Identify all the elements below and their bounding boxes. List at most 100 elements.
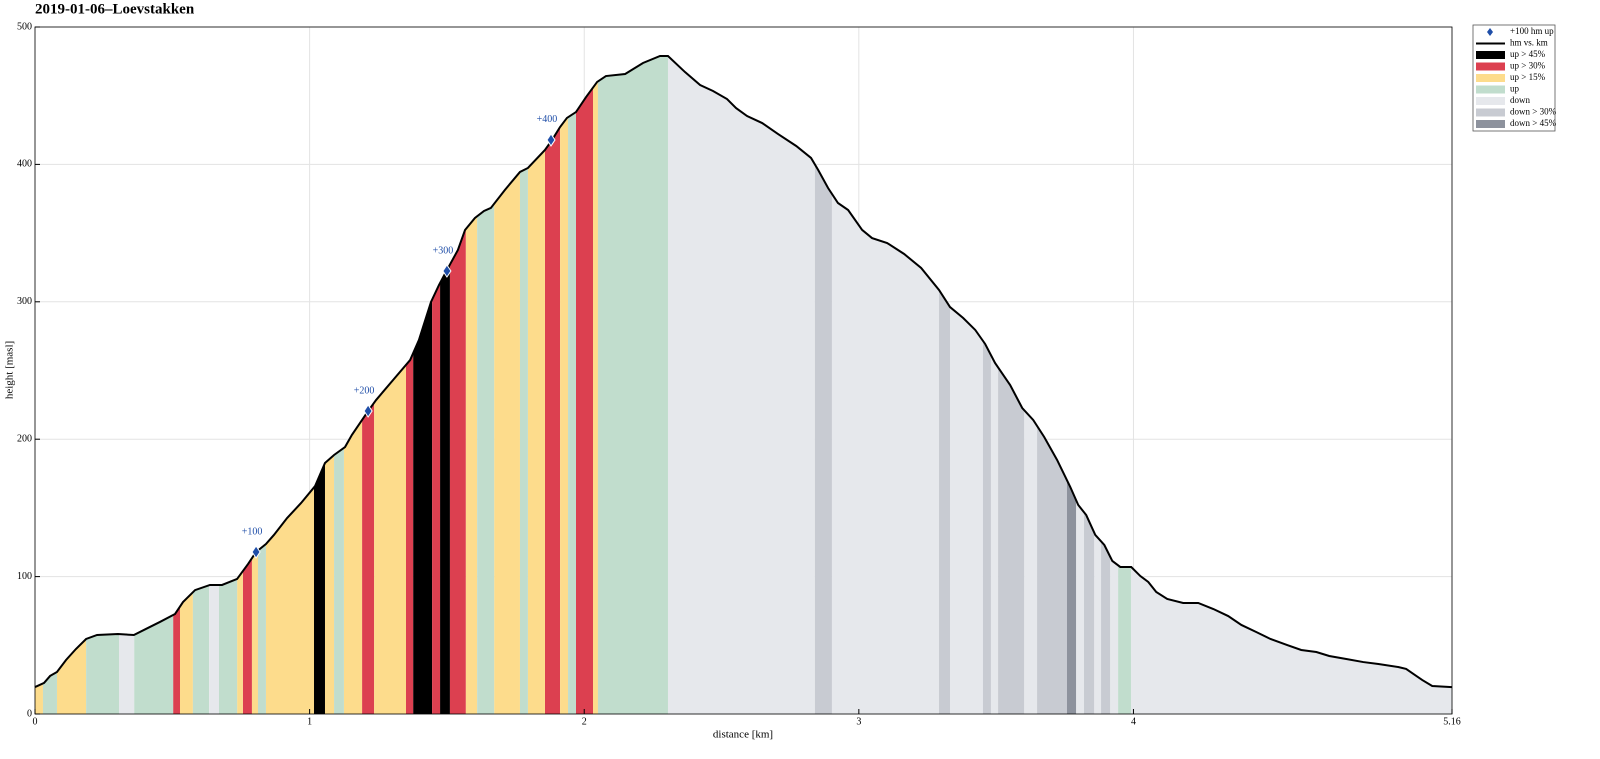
slope-band [465, 55, 478, 714]
legend-label: down > 30% [1510, 107, 1557, 117]
y-tick-label: 200 [17, 433, 32, 444]
plot-frame [34, 26, 1453, 715]
slope-band [597, 55, 668, 714]
slope-band [324, 55, 335, 714]
legend-label: up > 30% [1510, 61, 1546, 71]
legend-label: up > 15% [1510, 72, 1546, 82]
x-tick-label: 3 [856, 716, 861, 727]
legend-swatch [1476, 97, 1505, 105]
slope-band [179, 55, 193, 714]
y-tick-label: 100 [17, 571, 32, 582]
marker [363, 404, 373, 418]
x-tick-label: 2 [582, 716, 587, 727]
slope-band [237, 55, 243, 714]
slope-band [265, 55, 315, 714]
legend-swatch [1476, 62, 1505, 71]
slope-band [432, 55, 441, 714]
y-tick-label: 300 [17, 296, 32, 307]
legend-label: down [1510, 95, 1530, 105]
slope-band [209, 55, 219, 714]
slope-band [334, 55, 344, 714]
y-axis-label: height [masl] [4, 341, 16, 399]
marker [251, 545, 261, 559]
legend-label: up [1510, 84, 1520, 94]
slope-band [1101, 55, 1111, 714]
slope-band [314, 55, 325, 714]
x-tick-label: 1 [307, 716, 312, 727]
legend-marker [1487, 28, 1493, 36]
marker-label: +400 [537, 114, 558, 125]
slope-band [257, 55, 266, 714]
slope-band [56, 55, 87, 714]
marker [442, 264, 452, 278]
slope-band [1118, 55, 1131, 714]
slope-band [1024, 55, 1038, 714]
slope-band [667, 55, 815, 714]
slope-band [544, 55, 561, 714]
marker-label: +100 [242, 526, 263, 537]
slope-band [35, 55, 43, 714]
slope-band [527, 55, 545, 714]
slope-band [406, 55, 414, 714]
legend-swatch [1476, 85, 1505, 94]
marker-label: +200 [354, 385, 375, 396]
slope-band [1084, 55, 1095, 714]
profile-line [34, 54, 1453, 689]
x-axis-label: distance [km] [713, 729, 773, 741]
slope-band [343, 55, 363, 714]
slope-band [413, 55, 433, 714]
slope-band [568, 55, 576, 714]
slope-band [494, 55, 520, 714]
slope-band [990, 55, 999, 714]
bands [35, 55, 1452, 714]
legend-label: +100 hm up [1510, 26, 1554, 36]
slope-band [519, 55, 528, 714]
legend-swatch [1476, 120, 1505, 128]
slope-band [242, 55, 252, 714]
y-tick-label: 400 [17, 159, 32, 170]
slope-band [251, 55, 258, 714]
overlay: 0 1 2 3 4 5.16 0 100 200 300 400 500 +100 +200 +300 +40… [17, 21, 1461, 727]
legend-swatch [1476, 51, 1505, 59]
slope-band [982, 55, 991, 714]
y-tick-label: 500 [17, 21, 32, 32]
slope-band [86, 55, 120, 714]
slope-band [814, 55, 832, 714]
slope-band [593, 55, 598, 714]
slope-band [1130, 55, 1452, 714]
legend-label: hm vs. km [1510, 38, 1548, 48]
legend-label: up > 45% [1510, 49, 1546, 59]
marker-label: +300 [433, 245, 454, 256]
chart-title: 2019-01-06–Loevstakken [35, 1, 195, 17]
slope-band [1110, 55, 1119, 714]
slope-band [440, 55, 450, 714]
slope-band [134, 55, 174, 714]
slope-band [362, 55, 375, 714]
slope-band [1076, 55, 1085, 714]
slope-band [42, 55, 57, 714]
y-tick-label: 0 [27, 708, 32, 719]
slope-band [939, 55, 951, 714]
slope-band [950, 55, 983, 714]
legend-swatch [1476, 74, 1505, 82]
marker [546, 133, 556, 147]
slope-band [449, 55, 466, 714]
slope-band [477, 55, 495, 714]
x-tick-label: 0 [33, 716, 38, 727]
slope-band [575, 55, 594, 714]
slope-band [192, 55, 210, 714]
slope-band [998, 55, 1025, 714]
slope-band [119, 55, 135, 714]
slope-band [831, 55, 940, 714]
slope-band [218, 55, 238, 714]
slope-band [1094, 55, 1102, 714]
slope-band [1037, 55, 1067, 714]
legend-label: down > 45% [1510, 118, 1557, 128]
legend-swatch [1476, 108, 1505, 117]
x-tick-label: 5.16 [1443, 716, 1461, 727]
slope-band [1066, 55, 1077, 714]
slope-band [560, 55, 569, 714]
x-tick-label: 4 [1131, 716, 1136, 727]
